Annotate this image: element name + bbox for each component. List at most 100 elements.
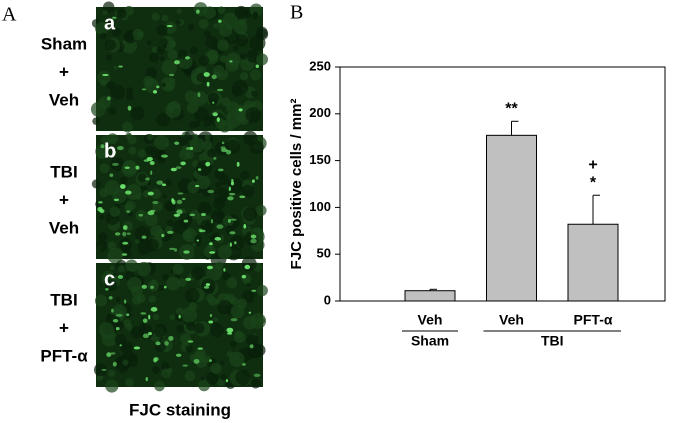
texture <box>191 266 205 280</box>
cell <box>161 233 165 238</box>
condition-label: + <box>59 190 69 209</box>
texture <box>186 101 199 114</box>
texture <box>245 107 261 123</box>
texture <box>153 323 168 338</box>
texture <box>135 193 142 200</box>
texture <box>116 8 127 19</box>
texture <box>216 211 224 220</box>
cell <box>228 192 236 196</box>
cell <box>121 253 128 256</box>
texture <box>201 186 212 197</box>
texture <box>155 228 166 240</box>
texture <box>109 265 115 271</box>
texture <box>213 298 220 305</box>
cell <box>196 9 200 14</box>
cell <box>123 299 127 304</box>
cell <box>175 353 182 357</box>
texture <box>193 323 205 334</box>
texture <box>230 296 239 305</box>
cell <box>183 219 189 223</box>
texture <box>220 373 227 381</box>
texture <box>99 215 105 220</box>
texture <box>194 107 210 123</box>
texture <box>196 175 211 190</box>
micrograph <box>91 130 267 267</box>
cell <box>174 141 180 145</box>
cell <box>98 201 103 204</box>
cell <box>190 146 194 151</box>
texture <box>132 295 142 305</box>
texture <box>117 265 126 273</box>
cell <box>238 108 243 112</box>
cell <box>99 209 105 214</box>
cell <box>199 229 206 233</box>
texture <box>182 229 193 240</box>
texture <box>164 21 177 34</box>
texture <box>127 135 137 145</box>
condition-label: Veh <box>49 218 79 237</box>
cell <box>220 148 228 153</box>
texture <box>189 121 197 129</box>
cell <box>167 230 174 234</box>
texture <box>109 137 116 144</box>
texture <box>232 45 239 52</box>
texture <box>226 101 240 115</box>
texture <box>215 181 222 188</box>
texture <box>198 379 211 392</box>
texture <box>159 56 165 62</box>
texture <box>240 72 249 81</box>
texture <box>90 101 106 117</box>
texture <box>198 55 210 66</box>
cell <box>189 213 196 217</box>
texture <box>217 245 232 260</box>
cell <box>229 231 236 235</box>
texture <box>144 146 154 155</box>
cell <box>171 198 175 203</box>
texture <box>121 161 138 177</box>
cell <box>229 242 232 247</box>
texture <box>233 20 248 35</box>
texture <box>125 323 133 331</box>
cell <box>239 195 246 199</box>
cell <box>197 92 201 98</box>
cell <box>135 165 140 170</box>
texture <box>126 87 134 95</box>
cell <box>155 341 161 346</box>
condition-label: + <box>59 62 69 81</box>
texture <box>109 206 121 217</box>
cell <box>152 200 159 205</box>
cell <box>223 268 226 272</box>
cell <box>141 235 147 239</box>
condition-label: Veh <box>49 90 79 109</box>
image-letter: a <box>104 12 116 34</box>
cell <box>206 81 210 87</box>
texture <box>256 284 268 297</box>
cell <box>147 191 154 196</box>
cell <box>146 156 153 162</box>
cell <box>205 161 211 167</box>
texture <box>226 277 238 289</box>
cell <box>142 318 148 323</box>
texture <box>169 40 177 48</box>
texture <box>162 273 169 281</box>
cell <box>209 313 213 318</box>
cell <box>148 332 152 336</box>
y-tick-label: 100 <box>309 199 331 214</box>
texture <box>205 36 218 49</box>
texture <box>127 276 142 292</box>
texture <box>205 222 210 227</box>
x-tick-label: PFT-α <box>574 312 613 328</box>
texture <box>106 81 116 91</box>
cell <box>226 327 234 333</box>
texture <box>230 340 237 348</box>
texture <box>187 181 200 194</box>
cell <box>242 363 246 366</box>
cell <box>126 313 130 317</box>
y-tick-label: 200 <box>309 105 331 120</box>
cell <box>185 277 192 281</box>
texture <box>107 241 117 250</box>
cell <box>203 72 210 77</box>
cell <box>209 251 216 254</box>
texture <box>229 235 245 251</box>
cell <box>212 101 215 104</box>
